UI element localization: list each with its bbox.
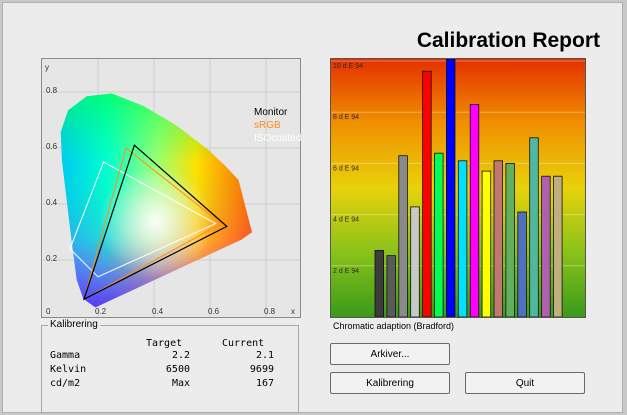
delta-e-bar [410,206,420,318]
delta-e-bar [481,170,492,318]
x-axis-label: x [291,307,295,316]
cie-diagram-svg: y 0.8 0.6 0.4 0.2 0 0.2 0.4 0.6 0.8 x [42,59,300,317]
gamma-current: 2.1 [255,350,274,361]
y-tick-label: 6 d E 94 [333,165,359,172]
kelvin-target: 6500 [165,364,190,375]
x-tick-label: 0.4 [152,307,164,316]
monitor-gamut [82,144,228,301]
legend-isocoated: ISOcoated [254,133,302,144]
quit-button[interactable]: Quit [465,372,585,394]
calibrate-button[interactable]: Kalibrering [330,372,450,394]
row-label-luminance: cd/m2 [50,378,81,389]
y-tick-label: 10 d E 94 [333,63,363,70]
y-axis-label: y [45,63,49,72]
calibration-groupbox: Kalibrering Target Current Gamma 2.2 2.1… [41,319,299,413]
delta-e-bar [434,152,444,318]
gamma-target: 2.2 [171,350,190,361]
delta-e-bar-chart: 2 d E 94 4 d E 94 6 d E 94 8 d E 94 10 d E 9… [330,58,586,318]
luminance-target: Max [171,378,190,389]
delta-e-bar [505,163,515,318]
y-tick-label: 0.8 [46,86,58,95]
chart-caption: Chromatic adaption (Bradford) [333,321,455,331]
column-header-current: Current [222,338,265,349]
legend-srgb: sRGB [254,120,281,131]
archive-button[interactable]: Arkiver... [330,343,450,365]
bar-chart-svg: 2 d E 94 4 d E 94 6 d E 94 8 d E 94 10 d E 9… [331,58,585,318]
row-label-kelvin: Kelvin [50,364,87,375]
y-tick-label: 2 d E 94 [333,268,359,275]
y-tick-label: 8 d E 94 [333,114,359,121]
delta-e-bar [446,58,456,318]
delta-e-bar [386,255,396,318]
column-header-target: Target [146,338,183,349]
delta-e-bar [493,160,504,318]
kelvin-current: 9699 [249,364,274,375]
delta-e-bar [398,155,408,318]
origin-label: 0 [46,307,51,316]
y-tick-label: 0.2 [46,254,58,263]
delta-e-bar [517,211,527,318]
srgb-gamut [83,147,223,301]
spectral-locus [60,93,253,308]
page-title: Calibration Report [416,29,600,52]
luminance-current: 167 [255,378,274,389]
isocoated-gamut [69,161,217,278]
delta-e-bar [541,175,551,318]
y-tick-label: 4 d E 94 [333,217,359,224]
cie-chromaticity-diagram: y 0.8 0.6 0.4 0.2 0 0.2 0.4 0.6 0.8 x Mo… [41,58,301,318]
delta-e-bar [469,104,480,318]
y-tick-label: 0.6 [46,142,58,151]
delta-e-bar [553,175,563,318]
row-label-gamma: Gamma [50,350,81,361]
x-tick-label: 0.2 [95,307,107,316]
delta-e-bar [374,249,385,318]
delta-e-bar [422,70,432,318]
x-tick-label: 0.8 [264,307,276,316]
delta-e-bar [457,160,468,318]
y-tick-label: 0.4 [46,198,58,207]
legend-monitor: Monitor [254,107,288,118]
group-title: Kalibrering [48,319,100,330]
x-tick-label: 0.6 [208,307,220,316]
delta-e-bar [529,137,539,318]
